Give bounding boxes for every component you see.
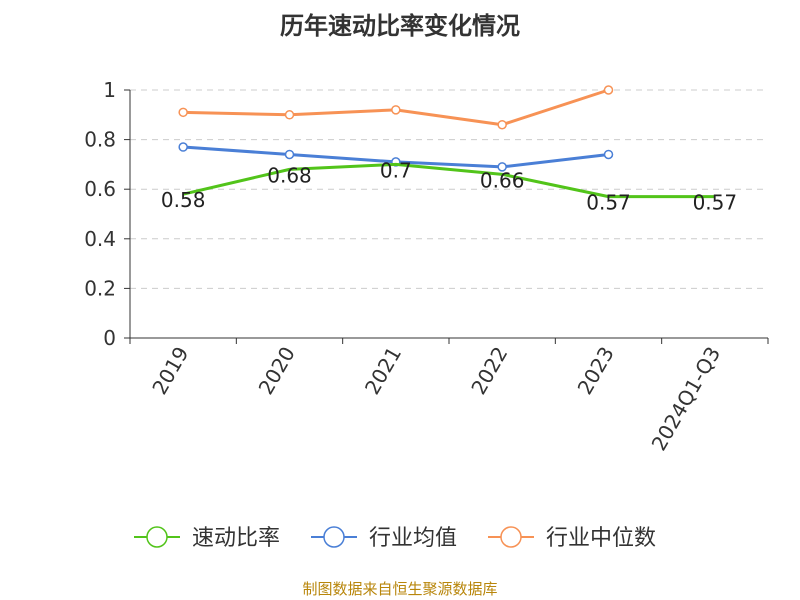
series-point	[178, 107, 188, 118]
series-point	[284, 110, 295, 120]
y-tick-label: 0.8	[84, 128, 116, 152]
y-tick-label: 0.6	[84, 177, 116, 201]
series-layer	[178, 85, 715, 199]
y-tick-label: 0	[103, 326, 116, 350]
legend: 速动比率 行业均值 行业中位数	[134, 526, 656, 551]
x-tick-label: 2019	[147, 343, 193, 399]
series-point	[178, 142, 188, 152]
legend-marker-circle	[500, 526, 522, 548]
legend-marker-circle	[323, 526, 345, 548]
legend-label: 行业均值	[369, 526, 457, 551]
series-line	[182, 162, 715, 199]
series-point	[497, 162, 507, 172]
series-point	[391, 105, 401, 115]
chart-title: 历年速动比率变化情况	[280, 12, 520, 40]
data-label-layer: 0.58 0.68 0.7 0.66 0.57 0.57	[161, 158, 737, 214]
y-tick-label: 1	[103, 78, 116, 102]
x-tick-label: 2024Q1-Q3	[646, 343, 725, 455]
x-tick-label: 2021	[360, 343, 406, 399]
series-point	[497, 119, 507, 130]
data-label: 0.68	[267, 163, 312, 187]
grid-layer	[130, 89, 768, 289]
source-note: 制图数据来自恒生聚源数据库	[302, 580, 498, 598]
series-point	[603, 149, 614, 160]
series-point	[284, 149, 295, 160]
data-label: 0.57	[693, 191, 738, 215]
y-tick-label: 0.2	[84, 276, 116, 300]
x-tick-label: 2020	[254, 343, 300, 399]
x-tick-label: 2023	[573, 343, 619, 399]
legend-label: 行业中位数	[546, 526, 656, 551]
axis-layer: 0 0.2 0.4 0.6 0.8 1 2019 2020 2021 2022 2023 2024Q1…	[84, 78, 769, 455]
data-label: 0.58	[161, 188, 206, 212]
legend-label: 速动比率	[192, 526, 280, 551]
data-label: 0.66	[480, 168, 525, 192]
legend-marker-circle	[146, 526, 168, 548]
y-tick-label: 0.4	[84, 227, 116, 251]
x-tick-label: 2022	[466, 342, 512, 398]
series-point	[603, 85, 614, 95]
data-label: 0.57	[586, 191, 631, 215]
data-label: 0.7	[380, 158, 412, 182]
